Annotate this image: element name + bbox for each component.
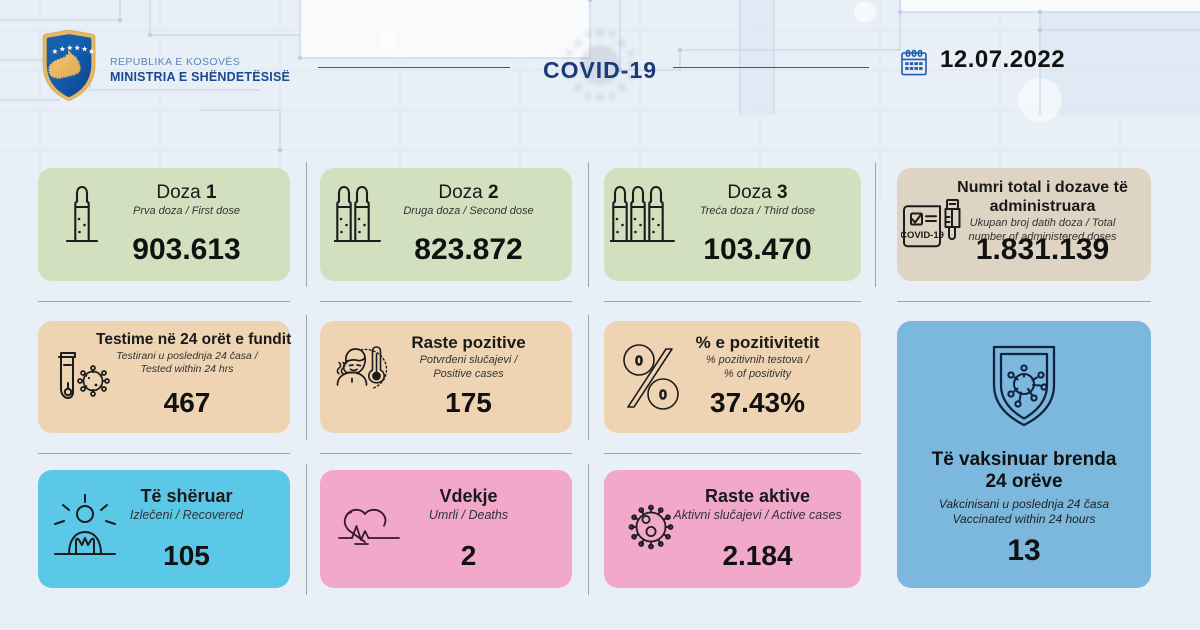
svg-text:0: 0 — [635, 353, 642, 368]
svg-text:0: 0 — [659, 387, 666, 402]
svg-text:COVID-19: COVID-19 — [901, 230, 944, 241]
